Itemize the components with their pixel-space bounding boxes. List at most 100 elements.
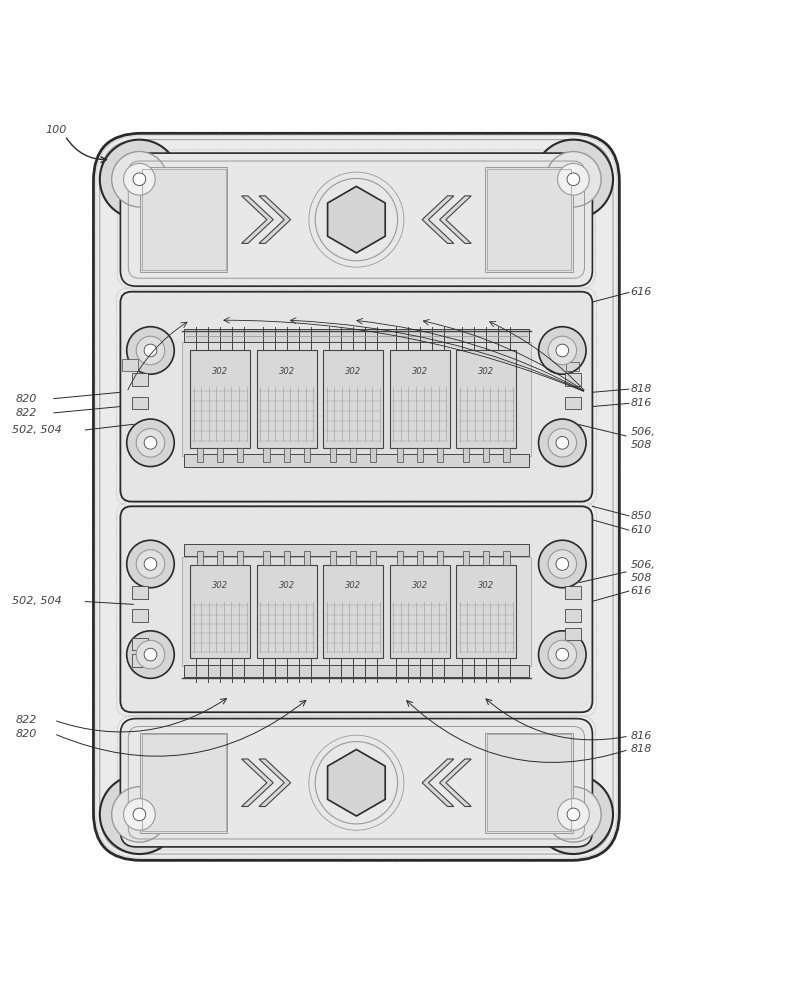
Bar xyxy=(264,448,270,462)
Bar xyxy=(284,448,290,462)
Text: 506,: 506, xyxy=(630,427,655,437)
Bar xyxy=(456,350,516,448)
Bar xyxy=(132,586,148,599)
Circle shape xyxy=(144,648,157,661)
Circle shape xyxy=(539,419,586,467)
Text: 302: 302 xyxy=(279,367,295,376)
Text: 816: 816 xyxy=(630,398,652,408)
Circle shape xyxy=(136,550,165,578)
Circle shape xyxy=(556,558,569,570)
Bar xyxy=(323,350,383,448)
Circle shape xyxy=(548,429,577,457)
Bar xyxy=(485,167,573,272)
Bar xyxy=(330,551,337,565)
Bar xyxy=(182,342,531,456)
Bar xyxy=(184,454,529,467)
Bar xyxy=(184,544,529,556)
Bar xyxy=(132,397,148,409)
Text: 100: 100 xyxy=(46,125,67,135)
Polygon shape xyxy=(242,196,273,243)
Bar xyxy=(303,551,310,565)
Circle shape xyxy=(548,336,577,365)
Bar xyxy=(140,733,227,833)
Polygon shape xyxy=(328,749,385,816)
Circle shape xyxy=(133,173,146,186)
Circle shape xyxy=(539,540,586,588)
Text: 508: 508 xyxy=(630,573,652,583)
Bar xyxy=(190,350,250,448)
Bar xyxy=(565,586,581,599)
Bar xyxy=(436,448,443,462)
Text: 850: 850 xyxy=(630,511,652,521)
Circle shape xyxy=(546,787,601,842)
Text: 502, 504: 502, 504 xyxy=(12,425,62,435)
Text: 822: 822 xyxy=(16,715,37,725)
Polygon shape xyxy=(440,759,471,807)
Bar xyxy=(483,551,489,565)
Bar xyxy=(132,373,148,386)
Bar xyxy=(190,565,250,658)
Text: 302: 302 xyxy=(212,581,228,590)
Circle shape xyxy=(539,631,586,678)
Bar xyxy=(303,448,310,462)
Text: 822: 822 xyxy=(16,408,37,418)
Bar xyxy=(140,167,227,272)
Bar xyxy=(456,565,516,658)
Bar xyxy=(483,448,489,462)
Bar xyxy=(237,551,243,565)
Bar xyxy=(197,551,204,565)
Circle shape xyxy=(558,799,589,830)
Text: 818: 818 xyxy=(630,744,652,754)
Bar xyxy=(330,448,337,462)
Text: 820: 820 xyxy=(16,394,37,404)
Circle shape xyxy=(144,436,157,449)
Circle shape xyxy=(127,327,174,374)
Bar xyxy=(397,551,403,565)
Text: 610: 610 xyxy=(630,525,652,535)
Bar xyxy=(565,397,581,409)
Polygon shape xyxy=(242,759,273,807)
Circle shape xyxy=(534,140,613,219)
FancyBboxPatch shape xyxy=(120,506,592,712)
Bar xyxy=(485,733,573,833)
Bar xyxy=(566,362,579,371)
Polygon shape xyxy=(422,196,454,243)
Text: 616: 616 xyxy=(630,586,652,596)
Bar xyxy=(264,551,270,565)
Circle shape xyxy=(556,344,569,357)
Bar xyxy=(436,551,443,565)
Polygon shape xyxy=(422,759,454,807)
Text: 820: 820 xyxy=(16,729,37,739)
Polygon shape xyxy=(259,196,291,243)
Circle shape xyxy=(144,558,157,570)
Bar xyxy=(390,565,450,658)
Circle shape xyxy=(548,640,577,669)
FancyBboxPatch shape xyxy=(120,292,592,502)
Bar xyxy=(323,565,383,658)
Text: 506,: 506, xyxy=(630,560,655,570)
Text: 616: 616 xyxy=(630,287,652,297)
Circle shape xyxy=(546,152,601,207)
FancyBboxPatch shape xyxy=(93,133,619,860)
Text: 302: 302 xyxy=(279,581,295,590)
Bar xyxy=(565,373,581,386)
Text: 302: 302 xyxy=(212,367,228,376)
Circle shape xyxy=(136,336,165,365)
Bar xyxy=(237,448,243,462)
Circle shape xyxy=(556,648,569,661)
Bar xyxy=(463,551,470,565)
Circle shape xyxy=(136,429,165,457)
Bar xyxy=(503,448,509,462)
Bar xyxy=(142,169,226,270)
Bar xyxy=(350,551,356,565)
Bar xyxy=(184,665,529,677)
Circle shape xyxy=(567,173,580,186)
FancyBboxPatch shape xyxy=(120,719,592,847)
Bar xyxy=(257,565,317,658)
Bar xyxy=(142,734,226,831)
Bar xyxy=(370,551,376,565)
Circle shape xyxy=(100,140,179,219)
Bar xyxy=(257,350,317,448)
Circle shape xyxy=(539,327,586,374)
Circle shape xyxy=(124,163,155,195)
